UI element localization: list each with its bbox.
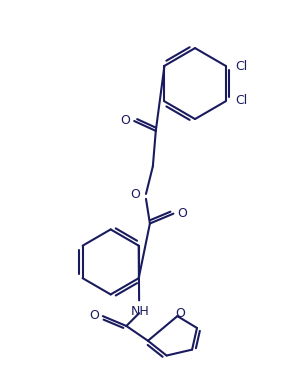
Text: NH: NH xyxy=(131,305,149,318)
Text: Cl: Cl xyxy=(235,94,248,107)
Text: O: O xyxy=(89,309,99,321)
Text: O: O xyxy=(175,307,185,320)
Text: O: O xyxy=(130,188,140,201)
Text: O: O xyxy=(177,207,187,220)
Text: O: O xyxy=(120,114,130,127)
Text: Cl: Cl xyxy=(235,60,248,73)
